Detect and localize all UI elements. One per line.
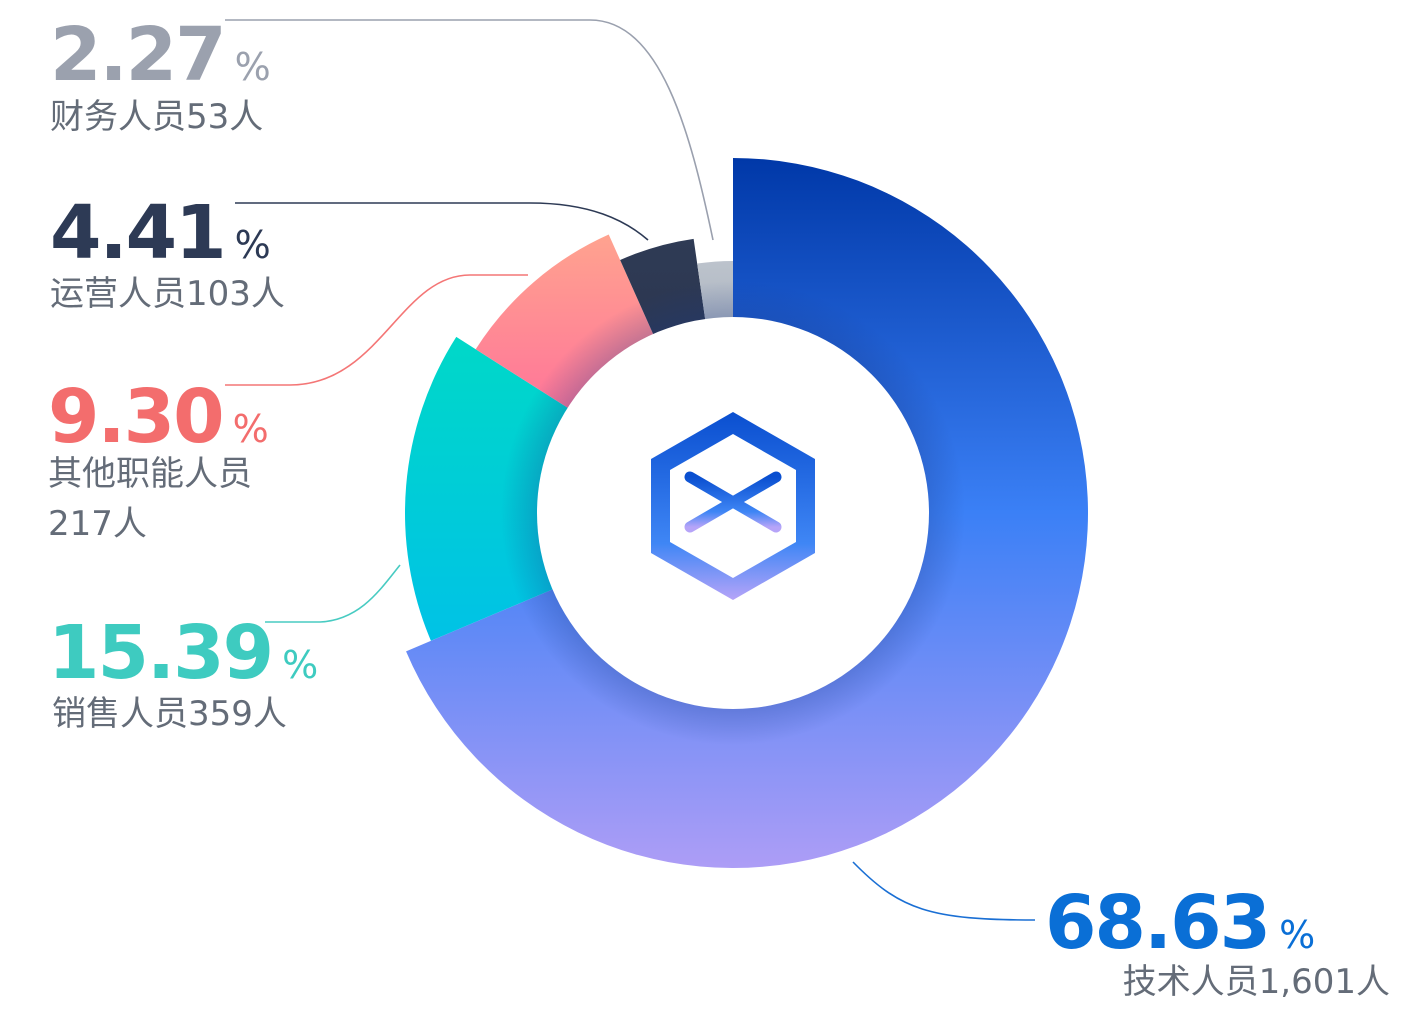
value-number: 9.30: [48, 374, 223, 460]
value-label: 2.27%: [50, 12, 270, 98]
leader-line: [225, 274, 528, 386]
value-unit: %: [235, 45, 270, 89]
value-unit: %: [233, 407, 268, 451]
category-label: 运营人员103人: [50, 274, 285, 314]
category-label: 财务人员53人: [50, 97, 263, 137]
value-unit: %: [282, 643, 317, 687]
leader-line: [235, 202, 649, 241]
value-number: 4.41: [50, 190, 225, 276]
category-label: 其他职能人员: [48, 454, 252, 494]
value-unit: %: [1279, 913, 1314, 957]
value-number: 2.27: [50, 12, 225, 98]
value-label: 9.30%: [48, 374, 268, 460]
value-number: 15.39: [48, 610, 272, 696]
icon-asterisk: [684, 446, 782, 558]
leader-line: [265, 564, 401, 623]
value-label: 68.63%: [1045, 880, 1314, 966]
value-number: 68.63: [1045, 880, 1269, 966]
leader-line: [852, 861, 1036, 921]
category-label: 销售人员359人: [52, 694, 287, 734]
leader-line: [225, 19, 714, 241]
value-label: 4.41%: [50, 190, 270, 276]
leader-lines: [225, 19, 1036, 921]
value-unit: %: [235, 223, 270, 267]
value-label: 15.39%: [48, 610, 317, 696]
category-label: 217人: [48, 504, 147, 544]
center-icon: [651, 412, 815, 600]
category-label: 技术人员1,601人: [1123, 962, 1390, 1002]
slice: [406, 158, 1088, 869]
